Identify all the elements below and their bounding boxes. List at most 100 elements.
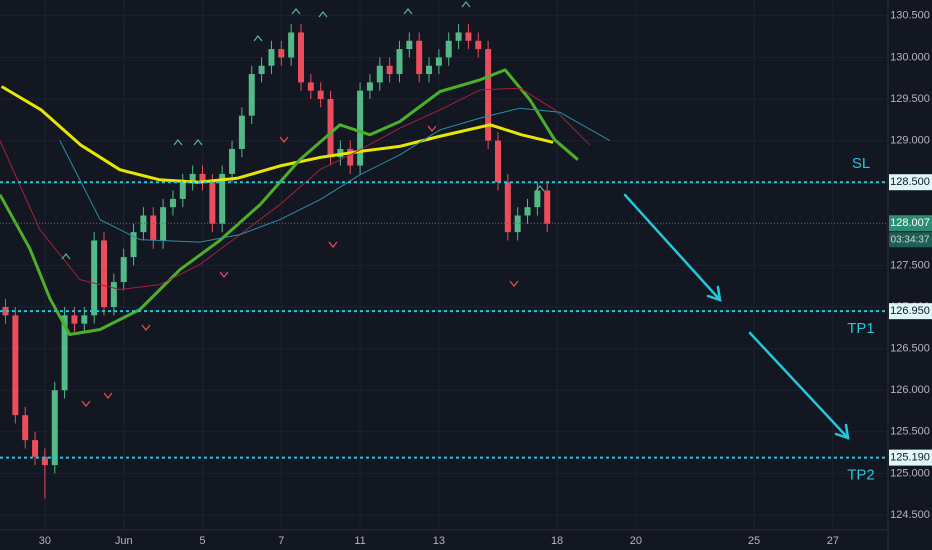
candle-body bbox=[278, 49, 285, 58]
candle-body bbox=[366, 82, 373, 91]
x-tick-label: 20 bbox=[630, 535, 642, 547]
candle-body bbox=[317, 90, 324, 100]
candle-body bbox=[189, 173, 196, 183]
candle-body bbox=[288, 32, 295, 58]
candle-body bbox=[406, 40, 413, 50]
candle-body bbox=[238, 115, 245, 149]
level-price-label: 128.500 bbox=[890, 176, 930, 188]
candle-body bbox=[160, 207, 167, 241]
candle-body bbox=[61, 315, 68, 391]
candle-body bbox=[2, 307, 9, 316]
fractal-marker bbox=[403, 8, 413, 15]
y-tick-label: 126.500 bbox=[890, 343, 930, 355]
x-tick-label: 27 bbox=[827, 535, 839, 547]
x-tick-label: 7 bbox=[278, 535, 284, 547]
arrow bbox=[748, 331, 850, 440]
moving-average bbox=[0, 68, 579, 336]
fractal-markers bbox=[61, 1, 545, 407]
candle-body bbox=[140, 215, 147, 233]
level-tag: SL bbox=[852, 155, 870, 172]
candle-body bbox=[455, 32, 462, 41]
fractal-marker bbox=[427, 125, 437, 132]
moving-average bbox=[0, 87, 591, 290]
level-price-label: 126.950 bbox=[890, 305, 930, 317]
candle-body bbox=[130, 232, 137, 258]
x-tick-label: 18 bbox=[551, 535, 563, 547]
moving-average bbox=[0, 85, 554, 184]
candle-body bbox=[416, 40, 423, 75]
fractal-marker bbox=[81, 400, 91, 407]
fractal-marker bbox=[61, 253, 71, 260]
level-price-box bbox=[889, 303, 932, 320]
candle-body bbox=[199, 173, 206, 183]
fractal-marker bbox=[509, 280, 519, 287]
level-price-box bbox=[889, 174, 932, 191]
candle-body bbox=[12, 315, 19, 416]
level-price-label: 125.190 bbox=[890, 452, 930, 464]
candle-body bbox=[268, 49, 275, 66]
level-price-box bbox=[889, 449, 932, 466]
arrow bbox=[623, 193, 722, 302]
plot bbox=[0, 24, 888, 499]
candle-body bbox=[485, 49, 492, 141]
level-tag: TP2 bbox=[847, 467, 875, 484]
fractal-marker bbox=[173, 139, 183, 146]
fractal-marker bbox=[291, 8, 301, 15]
fractal-marker bbox=[253, 35, 263, 42]
candle-body bbox=[150, 215, 157, 241]
arrow-head bbox=[706, 285, 722, 302]
candle-body bbox=[504, 182, 511, 233]
moving-average bbox=[59, 107, 611, 243]
candle-body bbox=[494, 140, 501, 183]
candle-body bbox=[229, 148, 236, 174]
y-tick-label: 125.000 bbox=[890, 467, 930, 479]
y-tick-label: 130.000 bbox=[890, 51, 930, 63]
x-tick-label: 30 bbox=[39, 535, 51, 547]
y-tick-label: 129.500 bbox=[890, 93, 930, 105]
candle-body bbox=[307, 82, 314, 91]
candle-body bbox=[435, 57, 442, 66]
countdown-label: 03:34:37 bbox=[891, 234, 930, 245]
fractal-marker bbox=[328, 241, 338, 248]
y-tick-label: 127.500 bbox=[890, 259, 930, 271]
candle-body bbox=[347, 148, 354, 166]
candle-body bbox=[169, 198, 176, 208]
candle-body bbox=[396, 49, 403, 75]
x-tick-label: 11 bbox=[354, 535, 365, 547]
candle-body bbox=[475, 40, 482, 50]
candle-body bbox=[179, 182, 186, 199]
candle-body bbox=[386, 65, 393, 75]
countdown-box bbox=[889, 232, 932, 248]
candle-body bbox=[426, 65, 433, 75]
y-tick-label: 126.000 bbox=[890, 384, 930, 396]
candle-body bbox=[327, 99, 334, 158]
fractal-marker bbox=[141, 324, 151, 331]
candle-body bbox=[110, 282, 117, 308]
axes: 124.500125.000125.500126.000126.500127.0… bbox=[39, 10, 932, 547]
arrow-head bbox=[834, 423, 850, 440]
candle-body bbox=[32, 440, 39, 457]
fractal-marker bbox=[103, 392, 113, 399]
candle-body bbox=[219, 173, 226, 224]
last-price-box bbox=[889, 215, 932, 232]
candle-body bbox=[297, 32, 304, 83]
candle-body bbox=[81, 315, 88, 324]
candle-body bbox=[376, 65, 383, 83]
candle-body bbox=[514, 215, 521, 233]
level-tag: TP1 bbox=[847, 320, 875, 337]
y-tick-label: 125.500 bbox=[890, 426, 930, 438]
candle-body bbox=[465, 32, 472, 41]
fractal-marker bbox=[279, 136, 289, 143]
fractal-marker bbox=[219, 271, 229, 278]
candle-body bbox=[445, 40, 452, 58]
y-tick-label: 129.000 bbox=[890, 135, 930, 147]
candle-body bbox=[51, 390, 58, 466]
candle-body bbox=[101, 240, 108, 308]
y-tick-label: 124.500 bbox=[890, 509, 930, 521]
x-tick-label: 5 bbox=[199, 535, 205, 547]
candle-body bbox=[534, 190, 541, 208]
candle-body bbox=[41, 456, 48, 466]
x-tick-label: 25 bbox=[748, 535, 760, 547]
y-tick-label: 130.500 bbox=[890, 10, 930, 22]
